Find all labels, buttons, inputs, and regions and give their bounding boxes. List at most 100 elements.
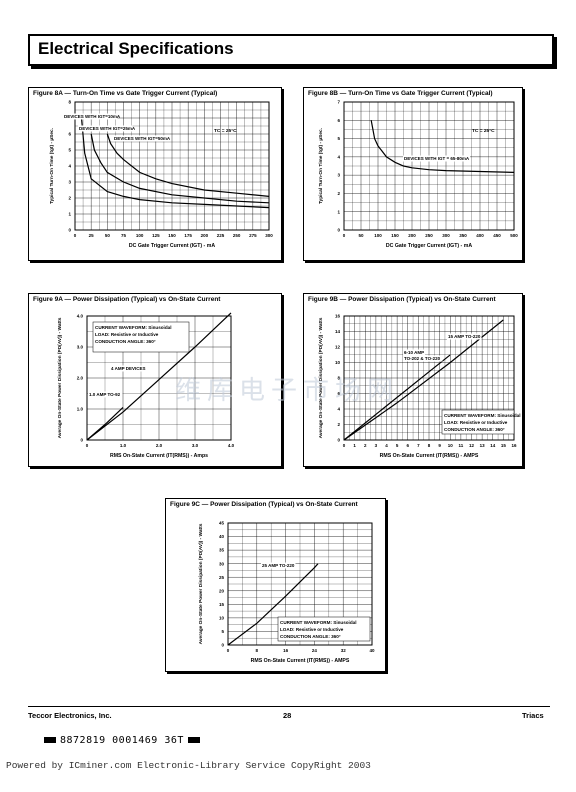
figure-8b-title: Figure 8B — Turn-On Time vs Gate Trigger… — [308, 90, 493, 97]
y-tick-label: 0 — [337, 438, 340, 443]
x-tick-label: 500 — [510, 233, 518, 238]
y-tick-label: 5 — [68, 148, 71, 153]
y-tick-label: 6 — [68, 132, 71, 137]
y-axis-label: Average On-State Power Dissipation (PD(A… — [318, 317, 324, 438]
y-tick-label: 4.0 — [77, 314, 84, 319]
x-tick-label: 15 — [501, 443, 507, 448]
y-tick-label: 5 — [221, 629, 224, 634]
x-tick-label: 25 — [89, 233, 95, 238]
plot-frame — [86, 315, 232, 441]
label-bg — [447, 333, 482, 340]
y-tick-label: 0 — [221, 643, 224, 648]
x-tick-label: 3 — [375, 443, 378, 448]
plot-frame — [227, 522, 373, 646]
y-tick-label: 3.0 — [77, 345, 84, 350]
footer-section: Triacs — [522, 711, 544, 720]
x-tick-label: 300 — [442, 233, 450, 238]
series-label: DEVICES WITH IGT=10mA — [64, 114, 121, 119]
series-label: 25 AMP TO-220 — [262, 563, 295, 568]
x-tick-label: 275 — [249, 233, 257, 238]
watermark: 维库电子市场网 — [175, 376, 400, 406]
x-tick-label: 2.0 — [156, 443, 163, 448]
y-axis-label: Typical Turn-On Time (tgt) - µSec. — [49, 128, 55, 204]
y-tick-label: 16 — [335, 314, 341, 319]
conditions-text: LOAD: Resistive or Inductive — [95, 332, 159, 337]
conditions-text: CURRENT WAVEFORM: Sinusoidal — [95, 325, 171, 330]
y-tick-label: 6 — [337, 391, 340, 396]
conditions-text: CURRENT WAVEFORM: Sinusoidal — [280, 620, 356, 625]
label-bg — [88, 391, 123, 398]
x-tick-label: 12 — [469, 443, 475, 448]
conditions-text: CONDUCTION ANGLE: 360° — [444, 427, 505, 432]
f9b-chart: 0 1 2 3 4 5 6 7 8 9 10 11 12 13 14 15 160246810121416RMS… — [318, 314, 520, 459]
figure-9a-title: Figure 9A — Power Dissipation (Typical) … — [33, 296, 221, 303]
x-tick-label: 4.0 — [228, 443, 235, 448]
x-tick-label: 6 — [406, 443, 409, 448]
y-tick-label: 40 — [219, 534, 225, 539]
y-tick-label: 8 — [337, 376, 340, 381]
y-tick-label: 12 — [335, 345, 341, 350]
figure-9a: Figure 9A — Power Dissipation (Typical) … — [28, 293, 282, 467]
x-tick-label: 3.0 — [192, 443, 199, 448]
barcode-line: 8872819 0001469 36T — [40, 735, 204, 746]
series-line-0 — [343, 319, 504, 441]
x-tick-label: 100 — [374, 233, 382, 238]
conditions-box — [92, 321, 190, 353]
footer-company: Teccor Electronics, Inc. — [28, 711, 112, 720]
conditions-text: CONDUCTION ANGLE: 360° — [280, 634, 341, 639]
x-tick-label: 10 — [448, 443, 454, 448]
y-tick-label: 7 — [337, 100, 340, 105]
figure-8a-title: Figure 8A — Turn-On Time vs Gate Trigger… — [33, 90, 218, 97]
x-tick-label: 1.0 — [120, 443, 127, 448]
x-tick-label: 175 — [184, 233, 192, 238]
footer-divider — [28, 706, 550, 707]
x-tick-label: 50 — [105, 233, 111, 238]
x-tick-label: 125 — [152, 233, 160, 238]
figure-9c: Figure 9C — Power Dissipation (Typical) … — [165, 498, 386, 672]
x-tick-label: 100 — [136, 233, 144, 238]
y-tick-label: 20 — [219, 588, 225, 593]
x-tick-label: 11 — [458, 443, 463, 448]
f9c-chart: 0 8 16 24 32 40 0 5 10 15 20 25 30 35 40 45 RMS On-State… — [198, 521, 375, 664]
header-box: Electrical Specifications — [28, 34, 554, 66]
series-line-0 — [370, 120, 515, 173]
x-tick-label: 8 — [428, 443, 431, 448]
x-tick-label: 0 — [343, 233, 346, 238]
series-line-0 — [227, 563, 319, 646]
y-tick-label: 0 — [80, 438, 83, 443]
y-tick-label: 4 — [337, 154, 340, 159]
y-tick-label: 1.0 — [77, 407, 84, 412]
y-tick-label: 1 — [68, 212, 71, 217]
series-line-1 — [343, 354, 451, 441]
series-label: DEVICES WITH IGT=50mA — [114, 136, 171, 141]
x-tick-label: 225 — [217, 233, 225, 238]
x-axis-label: RMS On-State Current (IT(RMS)) - AMPS — [380, 453, 479, 459]
f8a-chart: 0 25 50 75 100 125 150 175 200 225 250 275 300 0 1 2 3 4 5… — [49, 100, 273, 249]
x-tick-label: 50 — [358, 233, 364, 238]
plot-frame — [74, 101, 270, 231]
x-tick-label: 450 — [493, 233, 501, 238]
y-tick-label: 0 — [337, 228, 340, 233]
figure-8a: Figure 8A — Turn-On Time vs Gate Trigger… — [28, 87, 282, 261]
series-line-1 — [90, 133, 270, 204]
x-tick-label: 250 — [425, 233, 433, 238]
label-bg — [63, 113, 118, 120]
x-tick-label: 4 — [385, 443, 388, 448]
series-label: DEVICES WITH IGT = 65-80mA — [404, 156, 470, 161]
x-axis-label: RMS On-State Current (IT(RMS)) - AMPS — [251, 658, 350, 664]
figure-9c-title: Figure 9C — Power Dissipation (Typical) … — [170, 501, 358, 508]
x-axis-label: DC Gate Trigger Current (IGT) - mA — [129, 243, 215, 249]
series-label: TO-202 & TO-220 — [404, 356, 441, 361]
x-tick-label: 300 — [265, 233, 273, 238]
x-tick-label: 32 — [341, 648, 347, 653]
x-tick-label: 9 — [438, 443, 441, 448]
x-tick-label: 40 — [369, 648, 375, 653]
x-tick-label: 0 — [343, 443, 346, 448]
f9a-chart: 0 1.0 2.0 3.0 4.0 0 1.0 2.0 3.0 4.0 RMS On-State C… — [57, 312, 235, 459]
x-tick-label: 250 — [233, 233, 241, 238]
conditions-text: CURRENT WAVEFORM: Sinusoidal — [444, 413, 520, 418]
temperature-note: TC = 25°C — [214, 128, 237, 134]
x-tick-label: 7 — [417, 443, 420, 448]
y-tick-label: 2 — [337, 422, 340, 427]
x-tick-label: 24 — [312, 648, 318, 653]
